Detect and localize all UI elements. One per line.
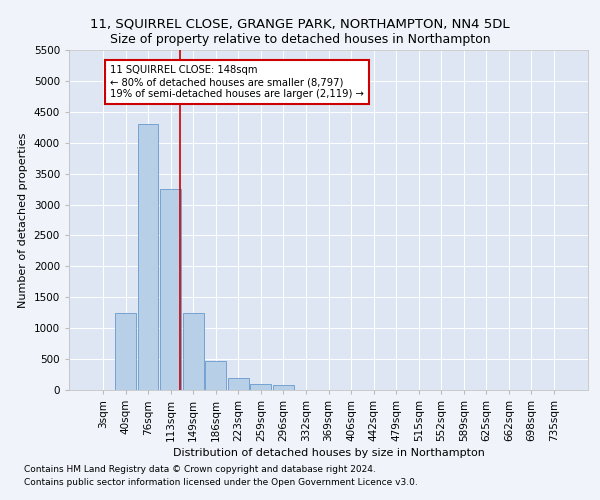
Text: Size of property relative to detached houses in Northampton: Size of property relative to detached ho… <box>110 32 490 46</box>
Bar <box>250 384 271 390</box>
Y-axis label: Number of detached properties: Number of detached properties <box>18 132 28 308</box>
Bar <box>205 360 226 390</box>
Bar <box>228 378 248 390</box>
Text: Contains public sector information licensed under the Open Government Licence v3: Contains public sector information licen… <box>24 478 418 487</box>
Bar <box>183 312 203 390</box>
Bar <box>115 312 136 390</box>
Text: 11 SQUIRREL CLOSE: 148sqm
← 80% of detached houses are smaller (8,797)
19% of se: 11 SQUIRREL CLOSE: 148sqm ← 80% of detac… <box>110 66 364 98</box>
Bar <box>273 386 294 390</box>
Bar <box>160 189 181 390</box>
Bar <box>137 124 158 390</box>
Text: Distribution of detached houses by size in Northampton: Distribution of detached houses by size … <box>173 448 485 458</box>
Text: Contains HM Land Registry data © Crown copyright and database right 2024.: Contains HM Land Registry data © Crown c… <box>24 466 376 474</box>
Text: 11, SQUIRREL CLOSE, GRANGE PARK, NORTHAMPTON, NN4 5DL: 11, SQUIRREL CLOSE, GRANGE PARK, NORTHAM… <box>90 18 510 30</box>
